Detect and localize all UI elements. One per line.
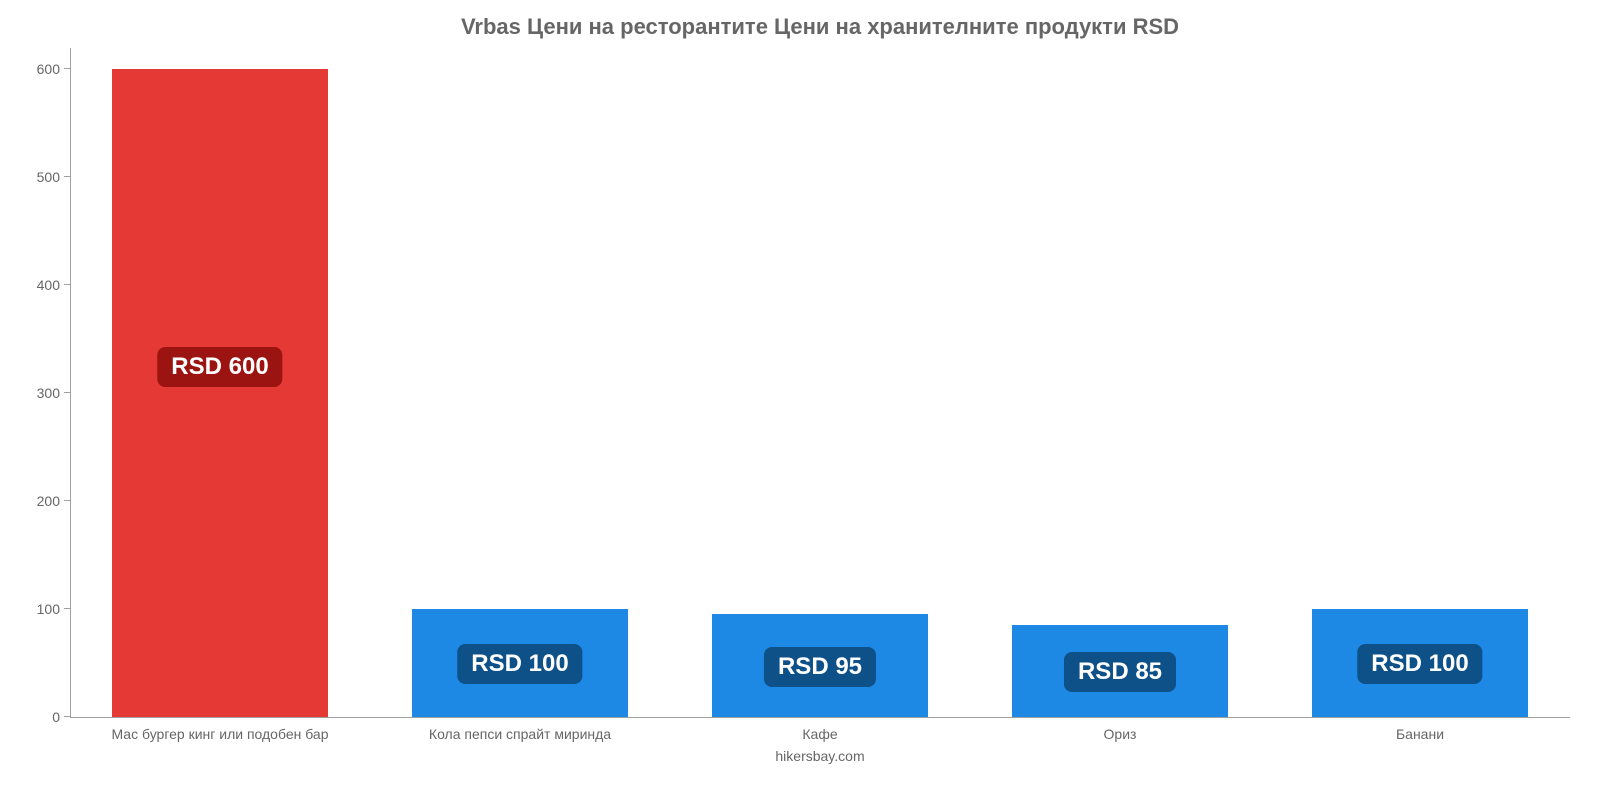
x-axis-labels: Мас бургер кинг или подобен барКола пепс…: [70, 726, 1570, 742]
y-tick-label: 0: [20, 709, 60, 725]
bar-slot: RSD 85: [970, 48, 1270, 717]
x-axis-label: Ориз: [970, 726, 1270, 742]
value-badge: RSD 600: [157, 347, 282, 387]
bar: [112, 69, 328, 717]
bar-slot: RSD 100: [370, 48, 670, 717]
bar-slot: RSD 95: [670, 48, 970, 717]
x-axis-label: Банани: [1270, 726, 1570, 742]
y-tick-label: 200: [20, 493, 60, 509]
price-bar-chart: Vrbas Цени на ресторантите Цени на храни…: [0, 0, 1600, 800]
y-tick-label: 300: [20, 385, 60, 401]
x-axis-label: Мас бургер кинг или подобен бар: [70, 726, 370, 742]
value-badge: RSD 100: [1357, 644, 1482, 684]
value-badge: RSD 100: [457, 644, 582, 684]
chart-title: Vrbas Цени на ресторантите Цени на храни…: [70, 14, 1570, 40]
x-axis-label: Кола пепси спрайт миринда: [370, 726, 670, 742]
bar-slot: RSD 100: [1270, 48, 1570, 717]
bars-row: RSD 600 RSD 100 RSD 95 RSD 85 RSD 100: [70, 48, 1570, 717]
y-tick-label: 400: [20, 277, 60, 293]
y-tick-label: 600: [20, 61, 60, 77]
bar-slot: RSD 600: [70, 48, 370, 717]
y-tick-label: 100: [20, 601, 60, 617]
plot-area: 0100200300400500600 RSD 600RSD 100RSD 95…: [70, 48, 1570, 718]
y-tick-label: 500: [20, 169, 60, 185]
chart-footer: hikersbay.com: [70, 748, 1570, 764]
x-axis-label: Кафе: [670, 726, 970, 742]
value-badge: RSD 85: [1064, 652, 1176, 692]
value-badge: RSD 95: [764, 647, 876, 687]
